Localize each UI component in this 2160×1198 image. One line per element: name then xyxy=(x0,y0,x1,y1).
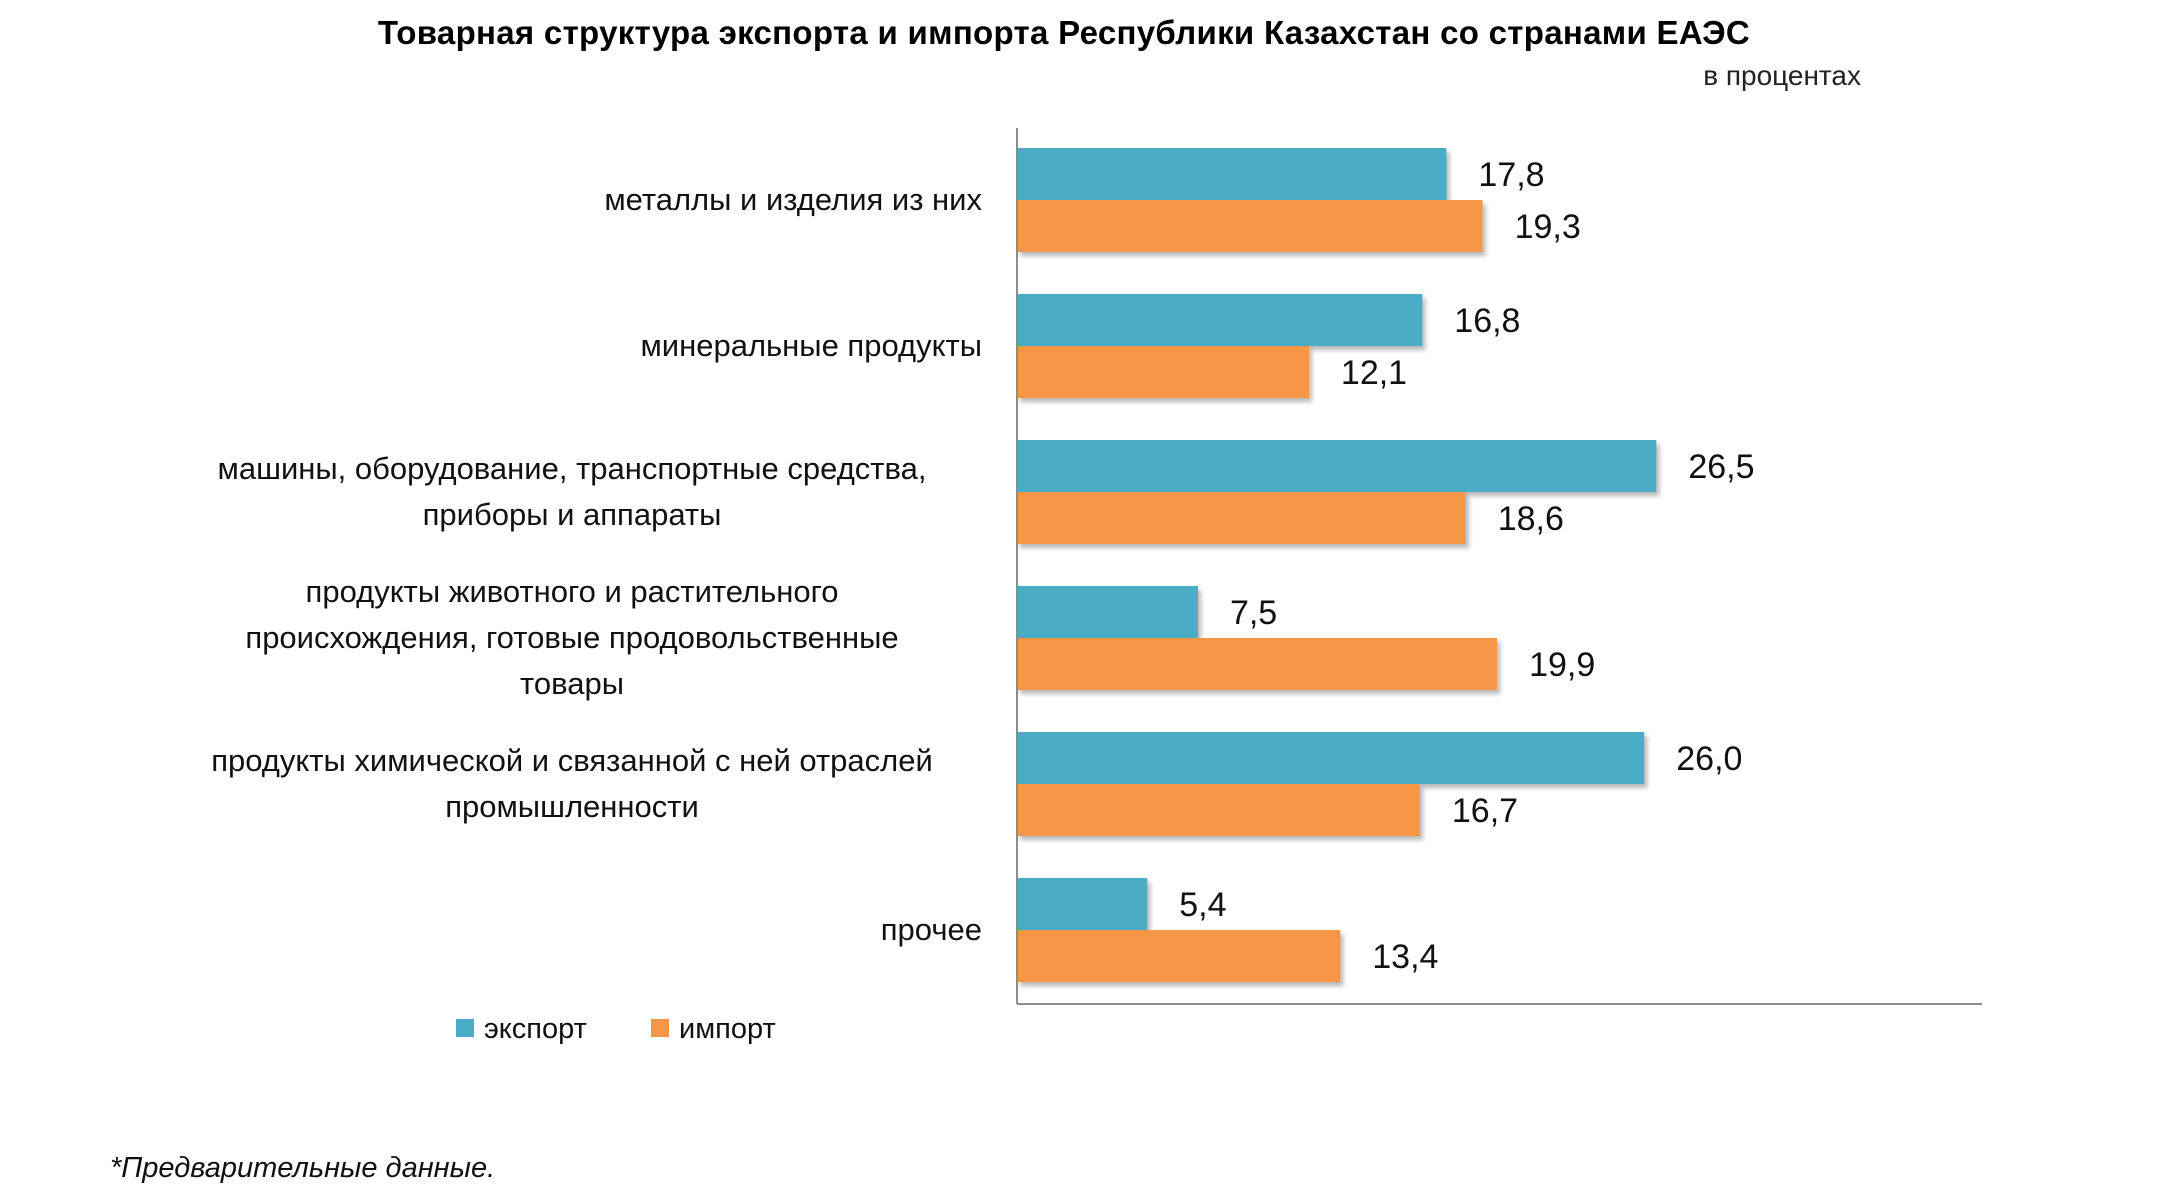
data-label-export-0: 17,8 xyxy=(1478,156,1544,194)
category-label-line: металлы и изделия из них xyxy=(604,182,982,217)
category-label-line: машины, оборудование, транспортные средс… xyxy=(217,451,927,486)
category-label-3: продукты животного и растительного происх… xyxy=(162,569,982,707)
legend-label-export: экспорт xyxy=(484,1013,587,1045)
bar-export-2 xyxy=(1017,440,1657,492)
data-label-export-5: 5,4 xyxy=(1179,886,1226,924)
legend-item-import: импорт xyxy=(651,1013,776,1046)
bar-import-0 xyxy=(1017,200,1483,252)
bar-import-4 xyxy=(1017,784,1420,836)
category-label-line: продукты животного и растительного xyxy=(305,574,839,609)
data-label-import-0: 19,3 xyxy=(1515,208,1581,246)
bar-export-4 xyxy=(1017,732,1645,784)
legend-swatch-import xyxy=(651,1019,669,1037)
data-label-import-2: 18,6 xyxy=(1498,500,1564,538)
bar-export-1 xyxy=(1017,294,1423,346)
footnote: *Предварительные данные. xyxy=(110,1152,496,1184)
category-label-line: продукты химической и связанной с ней от… xyxy=(211,743,933,778)
category-label-4: продукты химической и связанной с ней от… xyxy=(162,738,982,830)
data-label-export-3: 7,5 xyxy=(1230,594,1277,632)
bar-import-5 xyxy=(1017,930,1341,982)
category-label-1: минеральные продукты xyxy=(162,323,982,369)
data-label-export-1: 16,8 xyxy=(1454,302,1520,340)
bar-import-3 xyxy=(1017,638,1498,690)
legend-swatch-export xyxy=(456,1019,474,1037)
bar-export-3 xyxy=(1017,586,1198,638)
chart-title: Товарная структура экспорта и импорта Ре… xyxy=(377,14,1751,51)
bar-export-0 xyxy=(1017,148,1447,200)
legend-label-import: импорт xyxy=(679,1013,776,1045)
category-label-2: машины, оборудование, транспортные средс… xyxy=(162,446,982,538)
bar-import-1 xyxy=(1017,346,1309,398)
category-label-line: минеральные продукты xyxy=(640,328,982,363)
category-label-line: происхождения, готовые продовольственные xyxy=(245,620,899,655)
category-label-line: прочее xyxy=(880,912,982,947)
data-label-export-4: 26,0 xyxy=(1676,740,1742,778)
category-label-0: металлы и изделия из них xyxy=(162,177,982,223)
data-label-import-5: 13,4 xyxy=(1372,938,1438,976)
data-label-import-1: 12,1 xyxy=(1341,354,1407,392)
data-label-import-3: 19,9 xyxy=(1529,646,1595,684)
category-label-line: товары xyxy=(520,666,624,701)
legend-item-export: экспорт xyxy=(456,1013,587,1046)
data-label-export-2: 26,5 xyxy=(1688,448,1754,486)
category-label-line: приборы и аппараты xyxy=(422,497,722,532)
bar-export-5 xyxy=(1017,878,1148,930)
data-label-import-4: 16,7 xyxy=(1452,792,1518,830)
bar-import-2 xyxy=(1017,492,1466,544)
category-label-5: прочее xyxy=(162,907,982,953)
category-label-line: промышленности xyxy=(445,789,699,824)
unit-note: в процентах xyxy=(1703,60,1861,91)
